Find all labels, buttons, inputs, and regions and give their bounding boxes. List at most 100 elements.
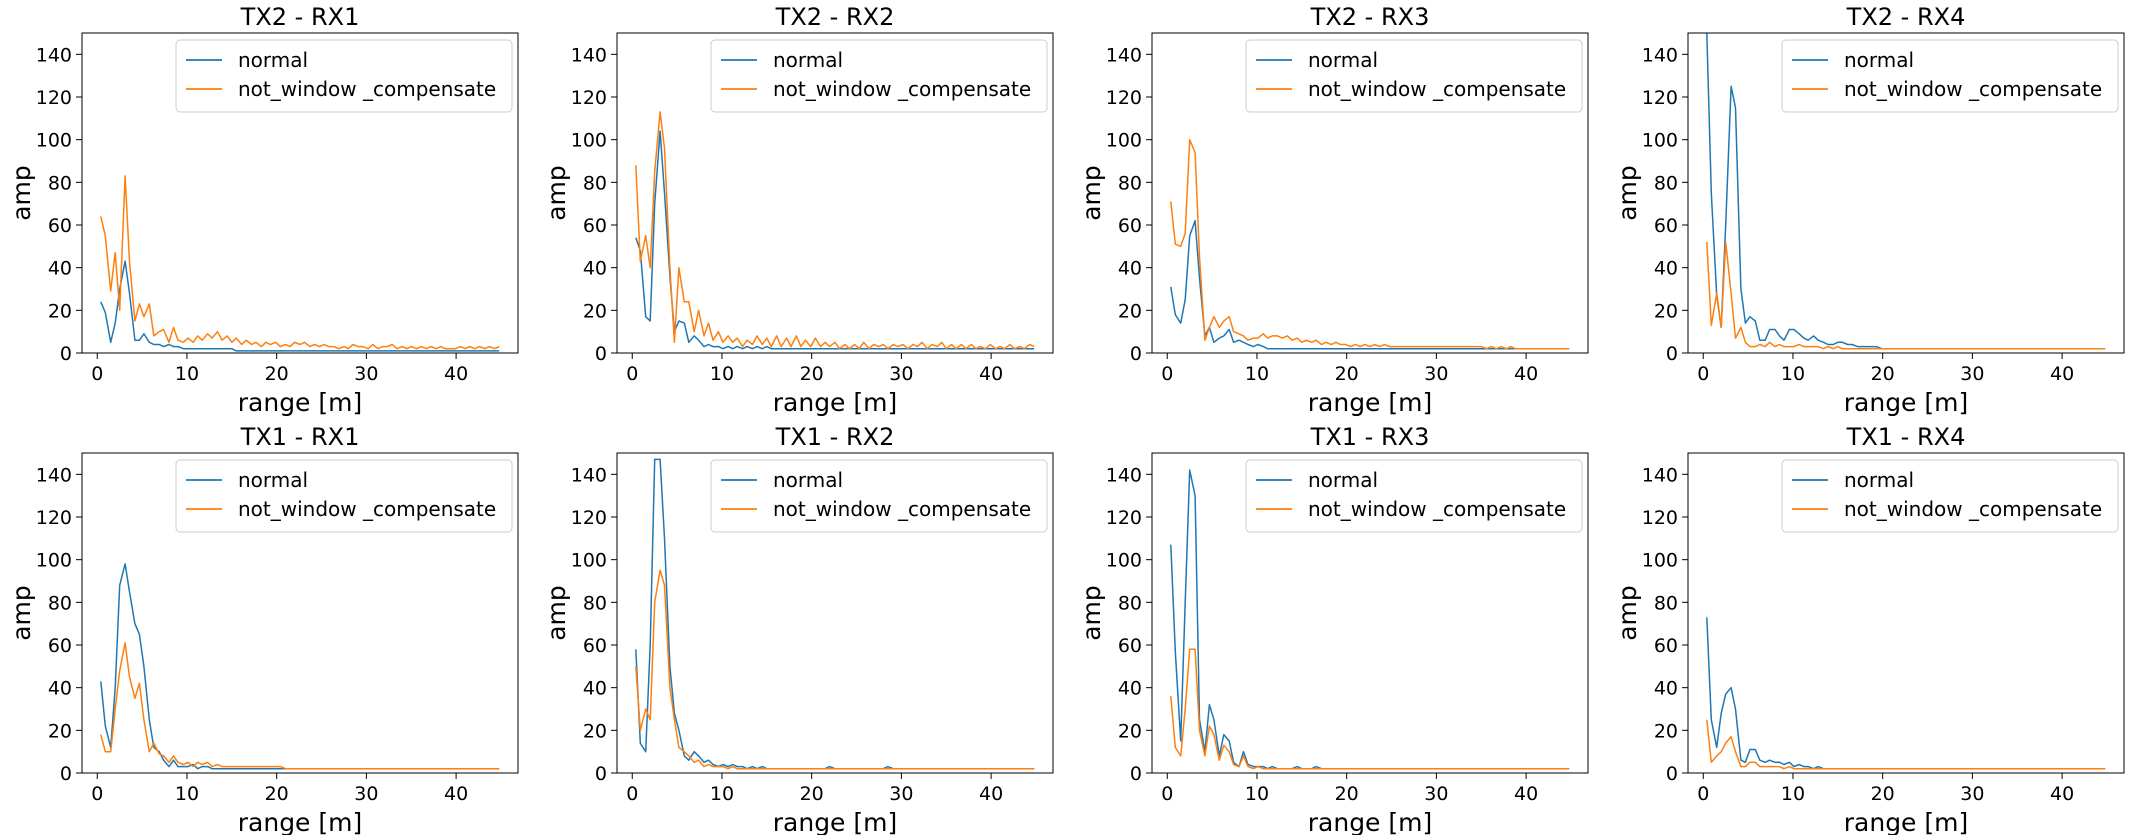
y-tick-label: 0	[60, 343, 72, 365]
y-tick-label: 40	[583, 258, 607, 280]
y-tick-label: 80	[48, 172, 72, 194]
x-tick-label: 20	[800, 783, 824, 805]
subplot-8: TX1 - RX4 0 10 20 30 40 0 20 40 60 80 100 120 140 rang…	[1613, 423, 2125, 835]
axes-frame	[1151, 32, 1589, 354]
subplot-title: TX1 - RX3	[1310, 423, 1430, 451]
x-tick-label: 10	[175, 363, 199, 385]
y-tick-label: 120	[36, 87, 72, 109]
y-axis-label: amp	[542, 585, 571, 641]
x-tick-label: 10	[1781, 363, 1805, 385]
y-tick-label: 40	[1118, 678, 1142, 700]
y-axis-label: amp	[7, 165, 36, 221]
x-tick-label: 0	[91, 363, 103, 385]
subplot-2: TX2 - RX2 0 10 20 30 40 0 20 40 60 80 100 120 140 rang…	[542, 3, 1054, 417]
x-tick-label: 0	[1697, 363, 1709, 385]
x-tick-label: 40	[1514, 783, 1538, 805]
series-line-not-window-compensate	[635, 569, 1035, 770]
y-tick-label: 20	[48, 720, 72, 742]
y-axis-label: amp	[1613, 585, 1642, 641]
x-tick-label: 40	[444, 783, 468, 805]
legend-label: not_window _compensate	[1308, 77, 1566, 101]
x-tick-label: 0	[91, 783, 103, 805]
series-line-not-window-compensate	[1170, 138, 1570, 350]
x-tick-label: 20	[1871, 363, 1895, 385]
x-tick-label: 0	[626, 363, 638, 385]
x-tick-label: 40	[1514, 363, 1538, 385]
y-tick-label: 40	[1654, 258, 1678, 280]
axes-frame	[616, 452, 1054, 774]
legend-box	[1781, 459, 2119, 533]
x-tick-label: 10	[1245, 783, 1269, 805]
legend-box	[1245, 459, 1583, 533]
legend: normal not_window _compensate	[710, 459, 1048, 533]
subplot-5: TX1 - RX1 0 10 20 30 40 0 20 40 60 80 100 120 140 rang…	[7, 423, 519, 835]
y-tick-label: 100	[1106, 550, 1142, 572]
y-tick-label: 20	[583, 300, 607, 322]
y-tick-label: 40	[48, 678, 72, 700]
x-tick-label: 0	[1697, 783, 1709, 805]
y-tick-label: 100	[36, 550, 72, 572]
x-tick-label: 10	[175, 783, 199, 805]
x-axis-label: range [m]	[773, 808, 898, 835]
x-tick-label: 30	[889, 783, 913, 805]
x-tick-label: 30	[354, 363, 378, 385]
y-tick-label: 20	[1654, 300, 1678, 322]
x-tick-label: 20	[265, 783, 289, 805]
y-tick-label: 20	[583, 720, 607, 742]
y-tick-label: 120	[1106, 507, 1142, 529]
x-tick-label: 40	[979, 783, 1003, 805]
subplot-title: TX1 - RX2	[775, 423, 895, 451]
x-tick-label: 30	[1424, 363, 1448, 385]
legend-label: normal	[1844, 48, 1914, 72]
legend-box	[175, 39, 513, 113]
x-axis-label: range [m]	[1308, 808, 1433, 835]
legend: normal not_window _compensate	[1245, 459, 1583, 533]
legend-box	[1245, 39, 1583, 113]
y-tick-label: 140	[1106, 464, 1142, 486]
subplot-title: TX2 - RX3	[1310, 3, 1430, 31]
y-tick-label: 20	[1654, 720, 1678, 742]
x-axis-label: range [m]	[1844, 808, 1969, 835]
y-tick-label: 140	[571, 464, 607, 486]
y-tick-label: 60	[48, 635, 72, 657]
y-tick-label: 120	[571, 87, 607, 109]
y-tick-label: 100	[36, 130, 72, 152]
x-tick-label: 30	[889, 363, 913, 385]
series-line-normal	[1170, 219, 1570, 350]
y-tick-label: 140	[1642, 464, 1678, 486]
x-tick-label: 20	[1871, 783, 1895, 805]
x-axis-label: range [m]	[773, 388, 898, 417]
y-tick-label: 60	[1654, 215, 1678, 237]
x-axis-label: range [m]	[238, 808, 363, 835]
subplot-1: TX2 - RX1 0 10 20 30 40 0 20 40 60 80 100 120 140 rang…	[7, 3, 519, 417]
legend-label: normal	[773, 48, 843, 72]
y-tick-label: 120	[36, 507, 72, 529]
x-tick-label: 40	[979, 363, 1003, 385]
legend: normal not_window _compensate	[175, 459, 513, 533]
y-tick-label: 0	[1130, 763, 1142, 785]
series-line-normal	[1706, 617, 2106, 770]
y-tick-label: 140	[571, 44, 607, 66]
y-tick-label: 40	[583, 678, 607, 700]
legend: normal not_window _compensate	[1781, 459, 2119, 533]
legend-label: not_window _compensate	[773, 497, 1031, 521]
x-tick-label: 10	[710, 783, 734, 805]
y-tick-label: 0	[1130, 343, 1142, 365]
series-line-normal	[100, 260, 500, 352]
subplot-title: TX1 - RX1	[240, 423, 360, 451]
y-tick-label: 0	[60, 763, 72, 785]
legend-label: not_window _compensate	[238, 77, 496, 101]
legend: normal not_window _compensate	[710, 39, 1048, 113]
subplot-6: TX1 - RX2 0 10 20 30 40 0 20 40 60 80 100 120 140 rang…	[542, 423, 1054, 835]
series-line-not-window-compensate	[100, 642, 500, 770]
subplot-7: TX1 - RX3 0 10 20 30 40 0 20 40 60 80 100 120 140 rang…	[1077, 423, 1589, 835]
y-tick-label: 120	[1642, 87, 1678, 109]
series-line-not-window-compensate	[100, 175, 500, 350]
x-axis-label: range [m]	[1308, 388, 1433, 417]
x-tick-label: 10	[1781, 783, 1805, 805]
legend-label: normal	[238, 48, 308, 72]
y-tick-label: 0	[595, 343, 607, 365]
series-line-not-window-compensate	[635, 111, 1035, 350]
axes-frame	[81, 452, 519, 774]
y-tick-label: 140	[36, 44, 72, 66]
